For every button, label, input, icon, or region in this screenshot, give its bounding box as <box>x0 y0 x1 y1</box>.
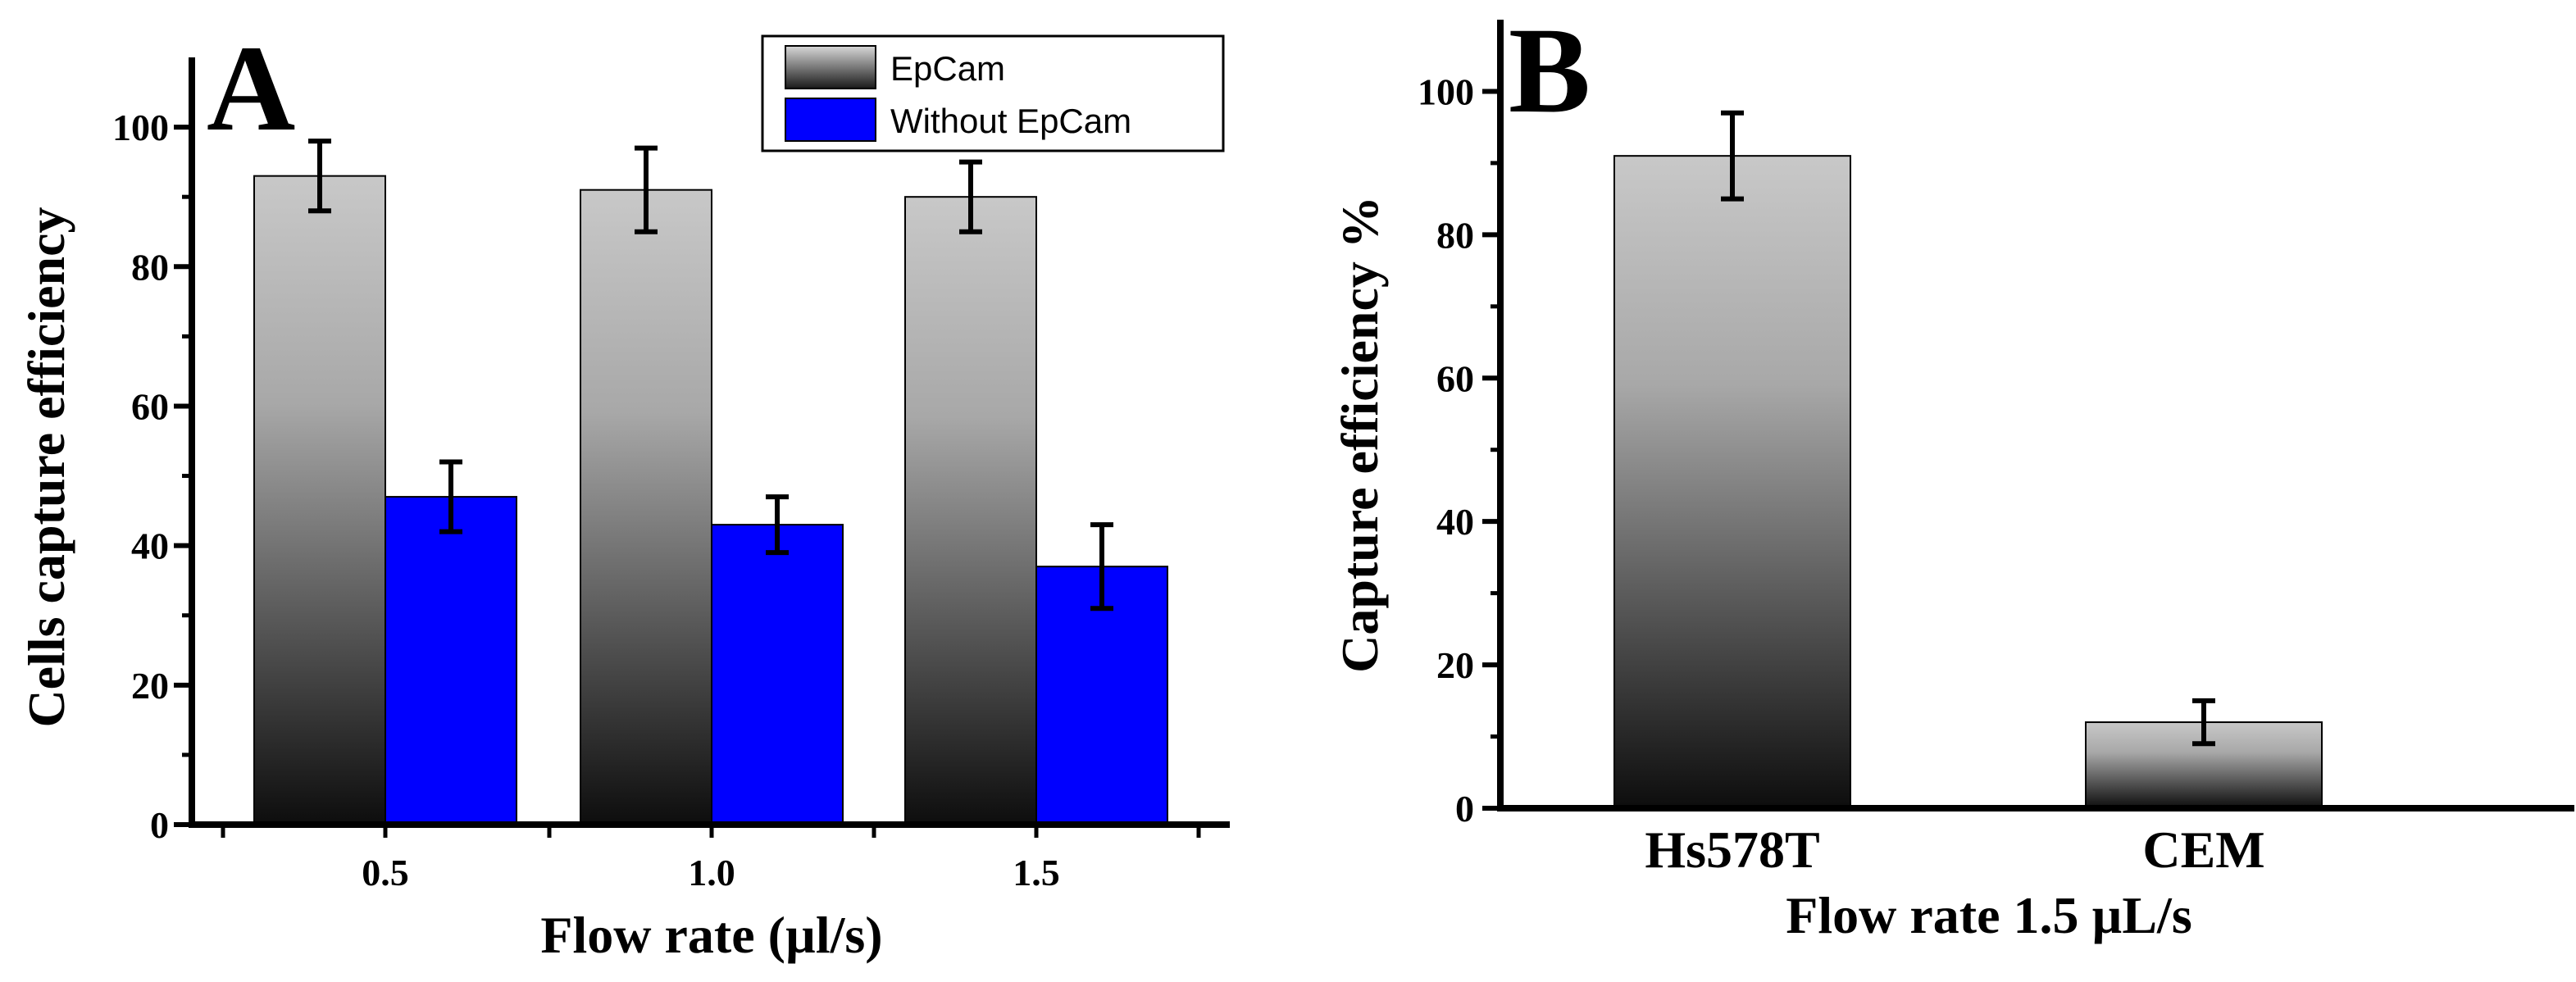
y-tick-label: 40 <box>1436 501 1474 543</box>
bar-a-1-2 <box>580 189 712 825</box>
y-tick-label: 0 <box>150 804 169 846</box>
bar-a-2-2 <box>711 524 844 825</box>
panel-b-bars <box>1613 155 2323 810</box>
y-tick-label: 80 <box>1436 214 1474 256</box>
bar-a-1-3 <box>904 196 1037 825</box>
panel-b-error-bars <box>1721 110 2215 747</box>
panel-b-label: B <box>1509 2 1591 139</box>
panel-b-chart: 0 20 40 60 80 100 Hs578T CEM Flow rate 1.5 µL/s… <box>1331 2 2574 944</box>
panel-a-legend: EpCam Without EpCam <box>761 34 1225 152</box>
panel-a-x-axis-title: Flow rate (µl/s) <box>540 906 882 964</box>
panel-b-ticks: 0 20 40 60 80 100 Hs578T CEM <box>1418 70 2265 879</box>
y-tick-label: 100 <box>1418 70 1474 112</box>
panel-a-y-axis-title: Cells capture efficiency <box>17 207 75 727</box>
bar-a-2-1 <box>385 496 517 826</box>
panel-a-chart: 0 20 40 60 80 100 0.5 1.0 1.5 Flow rate (µl/s) C… <box>17 20 1230 964</box>
y-tick-label: 40 <box>131 525 169 567</box>
y-tick-label: 80 <box>131 246 169 288</box>
panel-a-bars <box>253 175 1168 826</box>
legend-label-epcam: EpCam <box>890 49 1005 88</box>
x-tick-label: 0.5 <box>362 852 409 893</box>
y-tick-label: 20 <box>131 665 169 707</box>
panel-b-x-axis-title: Flow rate 1.5 µL/s <box>1786 886 2191 944</box>
y-tick-label: 0 <box>1455 788 1474 830</box>
bar-b-1-1 <box>1613 155 1851 809</box>
panel-a-axes <box>189 57 1230 828</box>
x-tick-label: CEM <box>2142 821 2264 879</box>
x-tick-label: 1.5 <box>1013 852 1060 893</box>
y-tick-label: 20 <box>1436 644 1474 686</box>
legend-swatch-epcam <box>785 45 876 89</box>
bar-a-1-1 <box>253 175 386 825</box>
legend-swatch-without-epcam <box>785 98 876 142</box>
y-tick-label: 100 <box>112 107 169 148</box>
panel-a-label: A <box>207 20 295 157</box>
panel-b-y-axis-title: Capture efficiency % <box>1331 196 1389 673</box>
x-tick-label: Hs578T <box>1645 821 1819 879</box>
legend-label-without-epcam: Without EpCam <box>890 102 1131 140</box>
y-tick-label: 60 <box>1436 357 1474 399</box>
panel-a-error-bars <box>308 139 1113 611</box>
panel-b-axes <box>1497 20 2574 812</box>
panel-a-ticks: 0 20 40 60 80 100 0.5 1.0 1.5 <box>112 107 1201 893</box>
x-tick-label: 1.0 <box>688 852 735 893</box>
y-tick-label: 60 <box>131 385 169 427</box>
